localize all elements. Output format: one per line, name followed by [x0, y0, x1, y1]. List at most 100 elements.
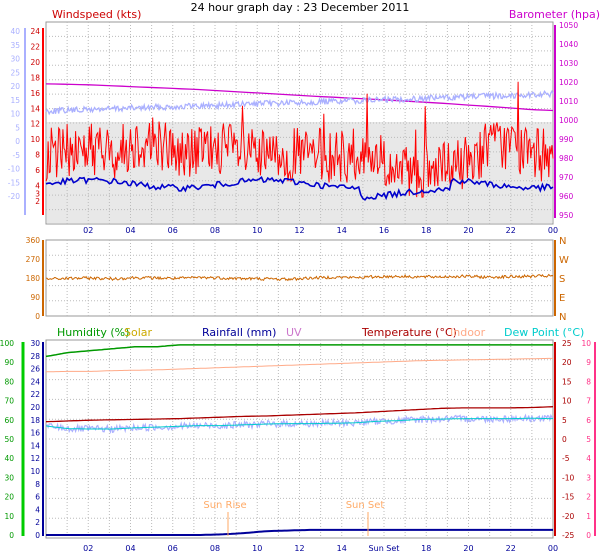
hour-tick-label: 08	[210, 544, 220, 553]
indoor-temperature-line	[46, 357, 553, 373]
outside-temp-trend-line	[45, 89, 554, 116]
hour-tick-label: 18	[421, 226, 431, 235]
direction-tick-label: 90	[30, 293, 40, 302]
uv-tick-label: 7	[586, 397, 591, 406]
temp-tick-label: 25	[562, 339, 572, 348]
wind-direction-line	[45, 273, 554, 282]
far-left-tick-label: -20	[8, 192, 20, 201]
page-title: 24 hour graph day : 23 December 2011	[191, 1, 410, 14]
rain-tick-label: 4	[35, 505, 40, 514]
hour-tick-label: 16	[379, 226, 389, 235]
humidity-tick-label: 90	[4, 358, 14, 367]
hour-tick-label: 10	[252, 226, 262, 235]
humidity-tick-label: 10	[4, 512, 14, 521]
wind-tick-label: 8	[35, 151, 40, 160]
direction-tick-label: 270	[26, 255, 41, 264]
rain-tick-label: 14	[30, 441, 40, 450]
far-left-tick-label: 15	[10, 96, 20, 105]
uv-tick-label: 9	[586, 358, 591, 367]
uv-tick-label: 1	[586, 512, 591, 521]
hour-tick-label: 08	[210, 226, 220, 235]
humidity-tick-label: 80	[4, 377, 14, 386]
far-left-tick-label: 30	[10, 55, 20, 64]
baro-tick-label: 1050	[559, 21, 578, 30]
average-wind-line	[45, 176, 554, 201]
uv-tick-label: 0	[586, 531, 591, 540]
rain-tick-label: 22	[30, 390, 40, 399]
hour-tick-label: 00	[548, 544, 558, 553]
temp-tick-label: 0	[562, 435, 567, 444]
compass-label: E	[559, 293, 565, 304]
temp-tick-label: -25	[562, 531, 574, 540]
humidity-line	[45, 344, 553, 358]
baro-tick-label: 980	[559, 154, 574, 163]
wind-tick-label: 18	[30, 73, 40, 82]
temp-tick-label: 20	[562, 358, 572, 367]
hour-tick-label: 22	[506, 544, 516, 553]
humidity-tick-label: 100	[0, 339, 14, 348]
hour-tick-label: 12	[294, 544, 304, 553]
far-left-tick-label: 0	[15, 137, 20, 146]
humidity-tick-label: 0	[9, 531, 14, 540]
baro-tick-label: 1040	[559, 40, 578, 49]
direction-tick-label: 180	[26, 274, 41, 283]
sun-set-label: Sun Set	[346, 500, 385, 511]
humidity-tick-label: 60	[4, 416, 14, 425]
hour-tick-label: 06	[168, 226, 178, 235]
humidity-tick-label: 20	[4, 493, 14, 502]
far-left-tick-label: -5	[13, 151, 21, 160]
wind-tick-label: 20	[30, 58, 40, 67]
wind-tick-label: 4	[35, 182, 40, 191]
hour-tick-label: 14	[337, 544, 347, 553]
rain-tick-label: 10	[30, 467, 40, 476]
hour-tick-label: 18	[421, 544, 431, 553]
barometer-line	[45, 83, 554, 112]
baro-tick-label: 950	[559, 211, 574, 220]
wind-tick-label: 22	[30, 42, 40, 51]
hour-tick-label: 00	[548, 226, 558, 235]
dew-point-line	[45, 417, 553, 430]
far-left-tick-label: -15	[8, 178, 20, 187]
rain-tick-label: 24	[30, 377, 40, 386]
barometer-legend: Barometer (hpa)	[509, 8, 600, 21]
far-left-tick-label: 35	[10, 41, 20, 50]
rain-tick-label: 6	[35, 493, 40, 502]
indoor-legend: Indoor	[450, 326, 486, 339]
hour-tick-label: 10	[252, 544, 262, 553]
wind-tick-label: 10	[30, 135, 40, 144]
temp-tick-label: 5	[562, 416, 567, 425]
wind-tick-label: 3	[35, 189, 40, 198]
uv-tick-label: 10	[581, 339, 591, 348]
baro-tick-label: 960	[559, 192, 574, 201]
rain-tick-label: 20	[30, 403, 40, 412]
temp-tick-label: -10	[562, 473, 574, 482]
baro-tick-label: 1020	[559, 78, 578, 87]
far-left-tick-label: 40	[10, 27, 20, 36]
wind-tick-label: 14	[30, 104, 40, 113]
rain-tick-label: 8	[35, 480, 40, 489]
dew-point-noisy-line	[45, 413, 554, 434]
rainfall-line	[46, 528, 553, 536]
rain-tick-label: 26	[30, 365, 40, 374]
windspeed-line	[45, 81, 554, 198]
uv-tick-label: 2	[586, 493, 591, 502]
temp-tick-label: -15	[562, 493, 574, 502]
uv-tick-label: 3	[586, 473, 591, 482]
hour-tick-label: 02	[83, 226, 93, 235]
temp-tick-label: -5	[562, 454, 570, 463]
far-left-tick-label: 5	[15, 123, 20, 132]
temperature-line	[45, 406, 554, 423]
temp-tick-label: -20	[562, 512, 574, 521]
windspeed-legend: Windspeed (kts)	[52, 8, 141, 21]
far-left-tick-label: 10	[10, 110, 20, 119]
uv-tick-label: 4	[586, 454, 591, 463]
far-left-tick-label: 20	[10, 82, 20, 91]
solar-legend: Solar	[124, 326, 153, 339]
uv-legend: UV	[286, 326, 302, 339]
sun-rise-label: Sun Rise	[203, 500, 246, 511]
humidity-tick-label: 50	[4, 435, 14, 444]
wind-tick-label: 2	[35, 197, 40, 206]
hour-tick-label: 04	[125, 544, 135, 553]
